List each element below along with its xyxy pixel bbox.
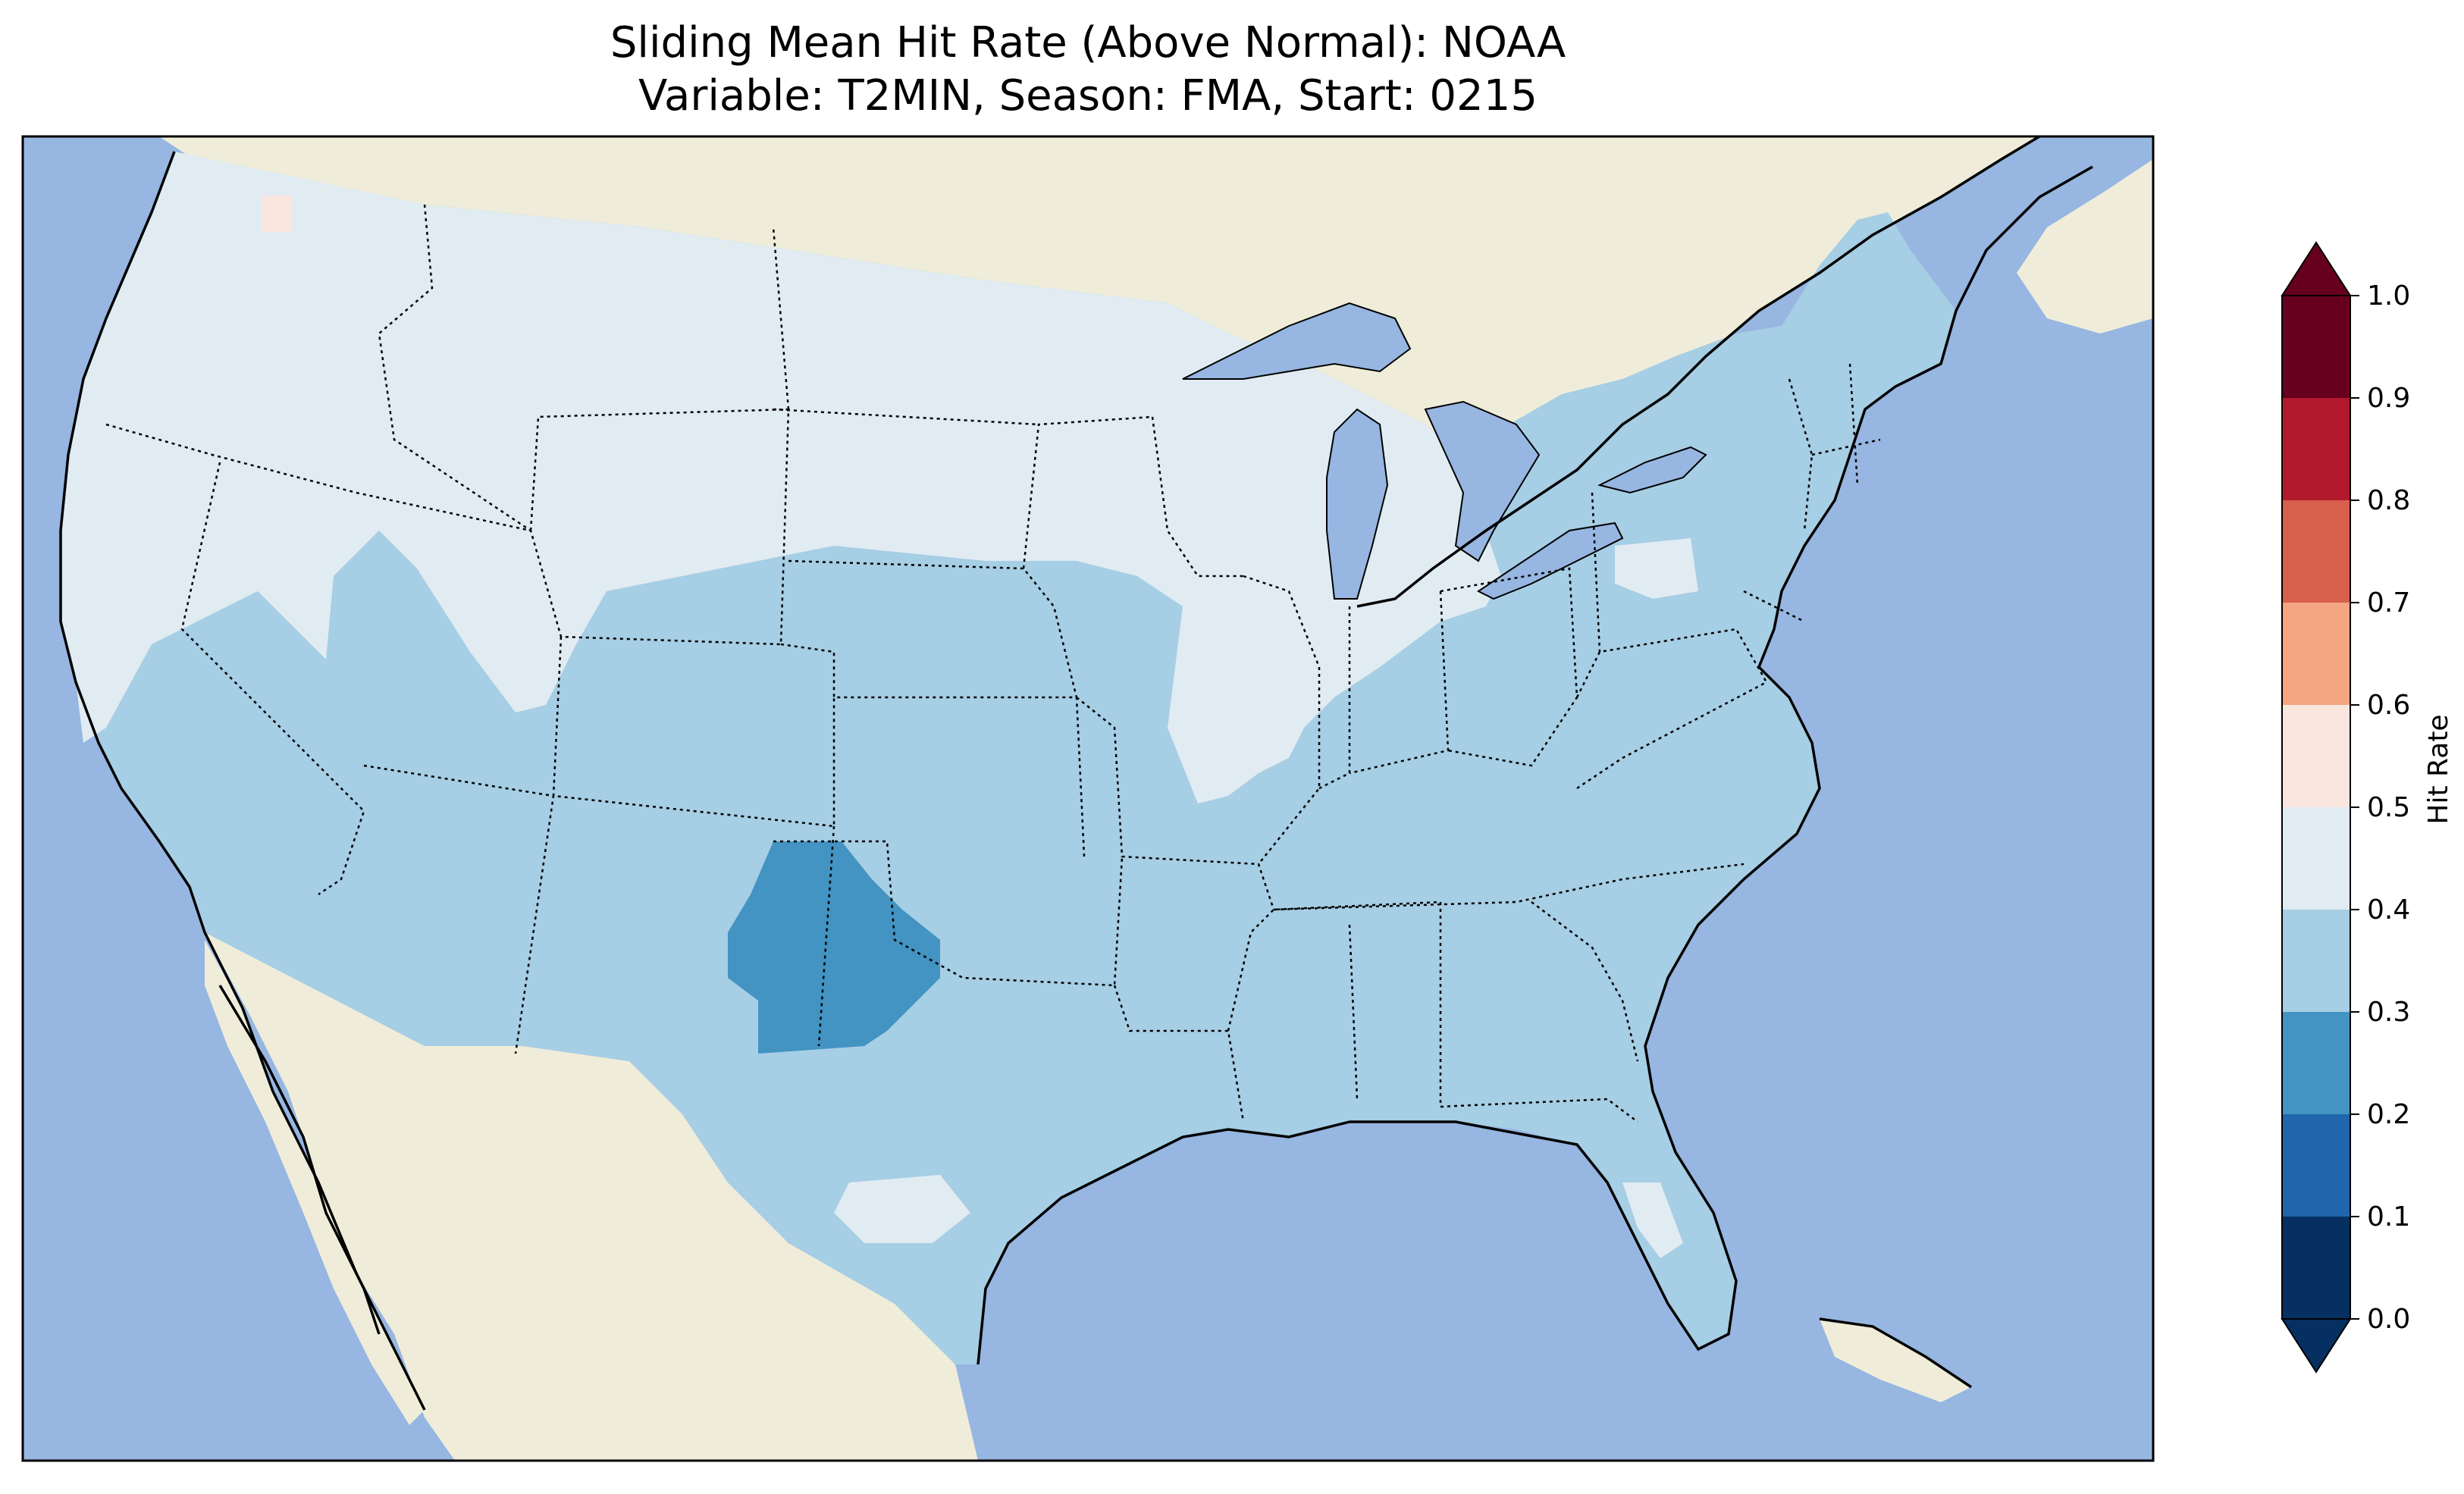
colorbar-tick-label-0: 0.0: [2367, 1304, 2410, 1335]
hit-rate-0.4-0.5-florida: [1622, 1182, 1683, 1258]
colorbar-bin-5: [2282, 705, 2350, 807]
chart-title: Sliding Mean Hit Rate (Above Normal): NO…: [23, 17, 2153, 123]
hit-rate-0.4-0.5-south-texas: [834, 1175, 970, 1243]
colorbar-label: Hit Rate: [2423, 714, 2454, 824]
coastlines: [59, 136, 2093, 1411]
lake-superior: [1182, 302, 1412, 380]
lake-huron: [1424, 400, 1541, 562]
title-line-2: Variable: T2MIN, Season: FMA, Start: 021…: [638, 71, 1538, 121]
lake-ontario: [1597, 446, 1707, 494]
colorbar-bin-3: [2282, 910, 2350, 1012]
colorbar-bin-1: [2282, 1114, 2350, 1217]
colorbar-tick-label-6: 0.6: [2367, 690, 2410, 721]
mexico-land: [205, 932, 978, 1461]
colorbar-extend-min: [2281, 1318, 2352, 1373]
hit-rate-0.4-0.5-northern-tier: [61, 152, 1501, 803]
colorbar-bin-0: [2282, 1217, 2350, 1319]
colorbar-tick-label-1: 0.1: [2367, 1201, 2410, 1232]
hit-rate-0.2-0.3-west-texas: [728, 841, 940, 1054]
colorbar-extend-max: [2281, 241, 2352, 296]
hit-rate-0.4-0.5-pennsylvania: [1615, 538, 1698, 599]
lake-erie: [1477, 521, 1624, 600]
colorbar-bin-6: [2282, 603, 2350, 705]
colorbar-ticks: 0.0 0.1 0.2 0.3 0.4 0.5 0.6 0.7 0.8 0.9 1.0: [2350, 280, 2410, 1335]
colorbar-bin-2: [2282, 1012, 2350, 1114]
colorbar-tick-label-7: 0.7: [2367, 587, 2410, 619]
hit-rate-0.5-0.6-washington: [262, 196, 292, 232]
colorbar-tick-label-8: 0.8: [2367, 485, 2410, 516]
colorbar-tick-label-4: 0.4: [2367, 894, 2410, 926]
colorbar-tick-label-10: 1.0: [2367, 280, 2410, 312]
title-line-1: Sliding Mean Hit Rate (Above Normal): NO…: [610, 18, 1566, 67]
colorbar-tick-label-5: 0.5: [2367, 792, 2410, 823]
colorbar-tick-label-2: 0.2: [2367, 1099, 2410, 1130]
canada-land: [159, 136, 2039, 606]
colorbar-bin-7: [2282, 500, 2350, 603]
map-frame: [21, 135, 2155, 1462]
colorbar-bin-9: [2282, 296, 2350, 398]
cuba-land: [1820, 1319, 1971, 1402]
colorbar-bins: [2281, 241, 2352, 1373]
colorbar-bin-4: [2282, 807, 2350, 910]
state-borders: [105, 204, 1881, 1123]
colorbar-tick-label-9: 0.9: [2367, 383, 2410, 414]
colorbar-bin-8: [2282, 398, 2350, 500]
maritimes-land: [2017, 159, 2153, 334]
lake-michigan: [1326, 408, 1389, 600]
colorbar-tick-label-3: 0.3: [2367, 997, 2410, 1028]
colorbar: 0.0 0.1 0.2 0.3 0.4 0.5 0.6 0.7 0.8 0.9 1.0 Hit Ra…: [2281, 241, 2454, 1373]
map: [23, 136, 2153, 1461]
